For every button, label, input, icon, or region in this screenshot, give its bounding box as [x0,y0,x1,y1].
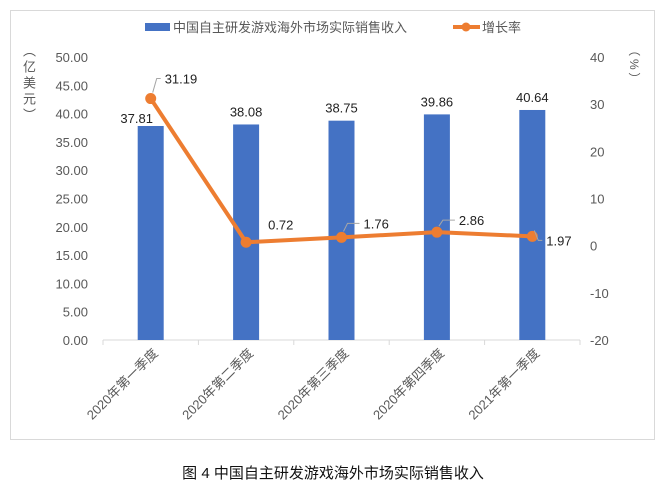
bar-data-label: 38.75 [325,101,358,116]
y-left-tick-label: 25.00 [55,192,88,207]
line-point [145,93,157,105]
bar-data-label: 37.81 [120,111,153,126]
y-left-tick-label: 15.00 [55,248,88,263]
line-data-label: 31.19 [165,72,198,87]
line-point [336,231,347,243]
y-left-tick-label: 20.00 [55,220,88,235]
y-right-tick-label: 20 [590,144,604,159]
y-left-tick-label: 30.00 [55,163,88,178]
y-left-tick-label: 45.00 [55,78,88,93]
leader-line [438,219,455,227]
y-right-tick-label: -10 [590,286,609,301]
legend-label-bar: 中国自主研发游戏海外市场实际销售收入 [173,20,407,35]
line-point [526,230,538,242]
bar-data-label: 39.86 [421,94,454,109]
legend-swatch-bar [145,23,170,31]
legend-label-line: 增长率 [482,20,521,35]
line-data-label: 1.97 [546,233,571,248]
bar-data-label: 38.08 [230,104,263,119]
y-right-tick-label: -20 [590,333,609,348]
line-data-label: 1.76 [364,216,389,231]
y-right-tick-label: 30 [590,97,604,112]
line-point [431,226,443,238]
x-category-label: 2020年第二季度 [179,346,256,423]
bar [233,124,260,341]
leader-line [533,230,543,241]
y-left-tick-label: 5.00 [63,305,88,320]
legend-swatch-marker [461,22,471,32]
y-right-tick-label: 10 [590,192,604,207]
y-left-tick-label: 40.00 [55,107,88,122]
x-category-label: 2020年第四季度 [370,346,447,423]
chart-frame [10,10,655,440]
y-right-tick-label: 40 [590,50,604,65]
bar [137,125,164,341]
x-category-label: 2021年第一季度 [465,346,542,423]
figure-caption: 图 4 中国自主研发游戏海外市场实际销售收入 [182,465,484,482]
y-left-tick-label: 35.00 [55,135,88,150]
x-category-label: 2020年第一季度 [84,346,161,423]
y-right-axis-title: （%） [627,44,641,88]
bar-data-label: 40.64 [516,90,549,105]
bar [328,120,355,340]
y-left-tick-label: 0.00 [63,333,88,348]
leader-line [152,78,161,93]
leader-line [343,222,360,232]
x-category-label: 2020年第三季度 [275,346,352,423]
y-left-tick-label: 50.00 [55,50,88,65]
line-data-label: 0.72 [268,217,293,232]
y-right-tick-label: 0 [590,239,597,254]
y-left-axis-title: （亿美元） [21,44,36,124]
y-left-tick-label: 10.00 [55,276,88,291]
line-point [240,236,252,248]
line-data-label: 2.86 [459,213,484,228]
bar [519,109,546,340]
